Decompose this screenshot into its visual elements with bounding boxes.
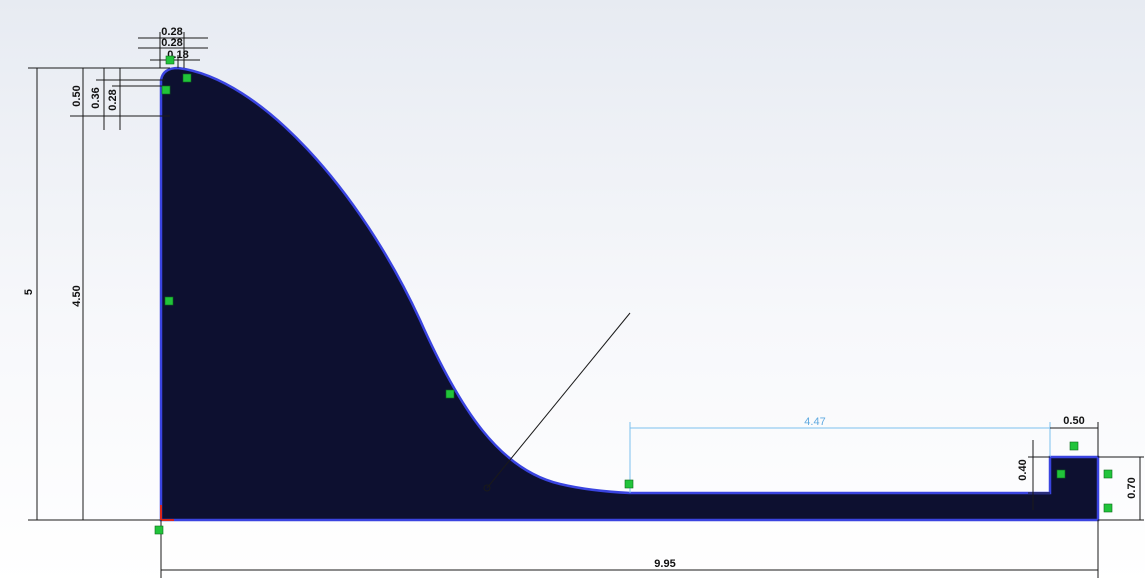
dimension-label: 0.50 [1063, 415, 1084, 427]
dimension-top-width-a[interactable]: 0.28 [138, 26, 208, 68]
construction-line[interactable] [486, 312, 631, 489]
relation-marker-icon[interactable] [182, 73, 192, 83]
dimension-block-height[interactable]: 0.70 [1098, 456, 1144, 521]
dimension-label: 0.70 [1126, 477, 1138, 498]
dimension-label: 0.50 [71, 85, 83, 106]
relation-marker-icon[interactable] [445, 389, 455, 399]
dimension-step-width[interactable]: 0.50 [1050, 415, 1099, 457]
relation-marker-icon[interactable] [164, 296, 174, 306]
dimension-top-width-b[interactable]: 0.28 [138, 37, 208, 49]
relation-marker-icon[interactable] [161, 85, 171, 95]
dimension-total-length[interactable]: 9.95 [160, 520, 1099, 578]
dimension-step-height[interactable]: 0.40 [1017, 440, 1050, 510]
dimension-top-height-b[interactable]: 0.36 [90, 68, 165, 130]
sketch-profile[interactable] [159, 66, 1100, 522]
dimension-label: 0.28 [107, 89, 119, 110]
dimension-label: 4.47 [804, 416, 825, 428]
relation-marker-icon[interactable] [1103, 503, 1113, 513]
dimension-label: 4.50 [71, 285, 83, 306]
dimension-top-height-c[interactable]: 0.28 [107, 68, 165, 130]
relation-marker-icon[interactable] [1069, 441, 1079, 451]
dimension-label: 0.28 [161, 37, 182, 49]
dimension-label: 0.28 [161, 26, 182, 38]
dimension-label: 9.95 [654, 558, 675, 570]
relation-marker-icon[interactable] [1103, 469, 1113, 479]
dimension-total-height[interactable]: 5 [23, 67, 160, 521]
origin-icon [160, 505, 174, 521]
relation-markers [154, 55, 1113, 535]
relation-marker-icon[interactable] [624, 479, 634, 489]
relation-marker-icon[interactable] [154, 525, 164, 535]
dimension-wall-height[interactable]: 4.50 [71, 116, 84, 520]
dimension-label: 0.36 [90, 87, 102, 108]
dimension-label: 5 [23, 289, 35, 295]
relation-marker-icon[interactable] [1056, 469, 1066, 479]
construction-point[interactable] [483, 484, 491, 492]
relation-marker-icon[interactable] [165, 55, 175, 65]
dimension-label: 0.40 [1017, 459, 1029, 480]
